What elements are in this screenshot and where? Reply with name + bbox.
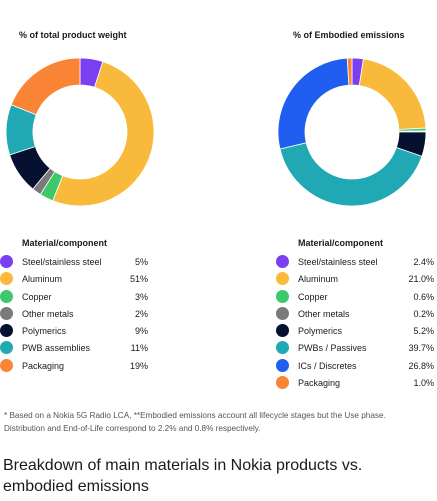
legend-item-copper: Copper 3% xyxy=(0,289,148,307)
legend-swatch xyxy=(0,324,13,338)
donut-slice-packaging xyxy=(346,57,353,86)
legend-value: 0.2% xyxy=(413,308,434,319)
donut-chart-embodied-emissions xyxy=(277,57,427,207)
legend-label: Steel/stainless steel xyxy=(22,257,102,267)
legend-header: Material/component xyxy=(22,238,108,248)
legend-swatch xyxy=(276,341,289,355)
legend-label: ICs / Discretes xyxy=(298,360,357,371)
legend-value: 21.0% xyxy=(408,274,434,285)
legend-label: Aluminum xyxy=(298,274,339,285)
legend-item-other-metals: Other metals 2% xyxy=(0,306,148,324)
legend-value: 9% xyxy=(134,326,148,337)
legend-value: 2.4% xyxy=(413,257,434,267)
legend-product-weight: Material/component Steel/stainless steel… xyxy=(0,237,148,376)
legend-item-polymerics: Polymerics 5.2% xyxy=(276,324,434,341)
legend-value: 26.8% xyxy=(408,360,434,371)
legend-swatch xyxy=(0,255,13,268)
legend-label: Copper xyxy=(298,291,328,302)
legend-swatch xyxy=(0,341,13,355)
chart-title-product-weight: % of total product weight xyxy=(19,30,127,40)
legend-label: Polymerics xyxy=(298,326,343,337)
legend-value: 19% xyxy=(129,360,148,371)
legend-item-aluminum: Aluminum 21.0% xyxy=(276,272,434,289)
legend-value: 5% xyxy=(134,257,148,267)
legend-swatch xyxy=(276,376,289,390)
legend-value: 39.7% xyxy=(408,343,434,354)
legend-value: 5.2% xyxy=(413,326,434,337)
legend-swatch xyxy=(0,358,13,372)
legend-item-steel-stainless-steel: Steel/stainless steel 2.4% xyxy=(276,255,434,272)
legend-value: 11% xyxy=(130,343,148,354)
legend-swatch xyxy=(0,306,13,320)
donut-slice-ics-discretes xyxy=(277,57,350,150)
legend-label: Aluminum xyxy=(22,274,63,285)
legend-label: Other metals xyxy=(298,308,350,319)
legend-item-polymerics: Polymerics 9% xyxy=(0,324,148,341)
legend-label: Copper xyxy=(22,291,52,302)
legend-label: Packaging xyxy=(22,360,65,371)
legend-swatch xyxy=(0,289,13,303)
donut-slice-packaging xyxy=(10,57,81,116)
legend-label: PWBs / Passives xyxy=(298,343,367,354)
legend-item-packaging: Packaging 19% xyxy=(0,358,148,376)
figure-caption: Breakdown of main materials in Nokia pro… xyxy=(3,457,363,495)
legend-label: Polymerics xyxy=(22,326,67,337)
legend-item-packaging: Packaging 1.0% xyxy=(276,376,434,393)
legend-value: 51% xyxy=(129,274,148,285)
legend-label: PWB assemblies xyxy=(22,343,91,354)
legend-swatch xyxy=(0,272,13,286)
legend-value: 3% xyxy=(134,291,148,302)
legend-value: 2% xyxy=(134,308,148,319)
footnote: * Based on a Nokia 5G Radio LCA, **Embod… xyxy=(4,411,386,433)
legend-item-pwb-assemblies: PWB assemblies 11% xyxy=(0,341,148,358)
chart-title-embodied-emissions: % of Embodied emissions xyxy=(293,30,405,40)
legend-item-ics-discretes: ICs / Discretes 26.8% xyxy=(276,358,434,376)
legend-item-aluminum: Aluminum 51% xyxy=(0,272,148,289)
legend-item-other-metals: Other metals 0.2% xyxy=(276,306,434,324)
legend-value: 0.6% xyxy=(413,291,434,302)
legend-item-steel-stainless-steel: Steel/stainless steel 5% xyxy=(0,255,148,272)
legend-swatch xyxy=(276,306,289,320)
legend-swatch xyxy=(276,255,289,268)
legend-label: Packaging xyxy=(298,378,341,389)
legend-header: Material/component xyxy=(298,238,384,248)
donut-chart-product-weight xyxy=(5,57,155,207)
legend-embodied-emissions: Material/component Steel/stainless steel… xyxy=(276,237,434,393)
legend-swatch xyxy=(276,289,289,303)
legend-item-copper: Copper 0.6% xyxy=(276,289,434,307)
legend-label: Steel/stainless steel xyxy=(298,257,378,267)
donut-slice-pwbs-passives xyxy=(279,142,423,207)
donut-slice-aluminum xyxy=(52,61,155,207)
legend-label: Other metals xyxy=(22,308,74,319)
legend-swatch xyxy=(276,324,289,338)
donut-slice-aluminum xyxy=(358,58,427,130)
legend-item-pwbs-passives: PWBs / Passives 39.7% xyxy=(276,341,434,358)
legend-value: 1.0% xyxy=(413,378,434,389)
legend-swatch xyxy=(276,272,289,286)
legend-swatch xyxy=(276,358,289,372)
